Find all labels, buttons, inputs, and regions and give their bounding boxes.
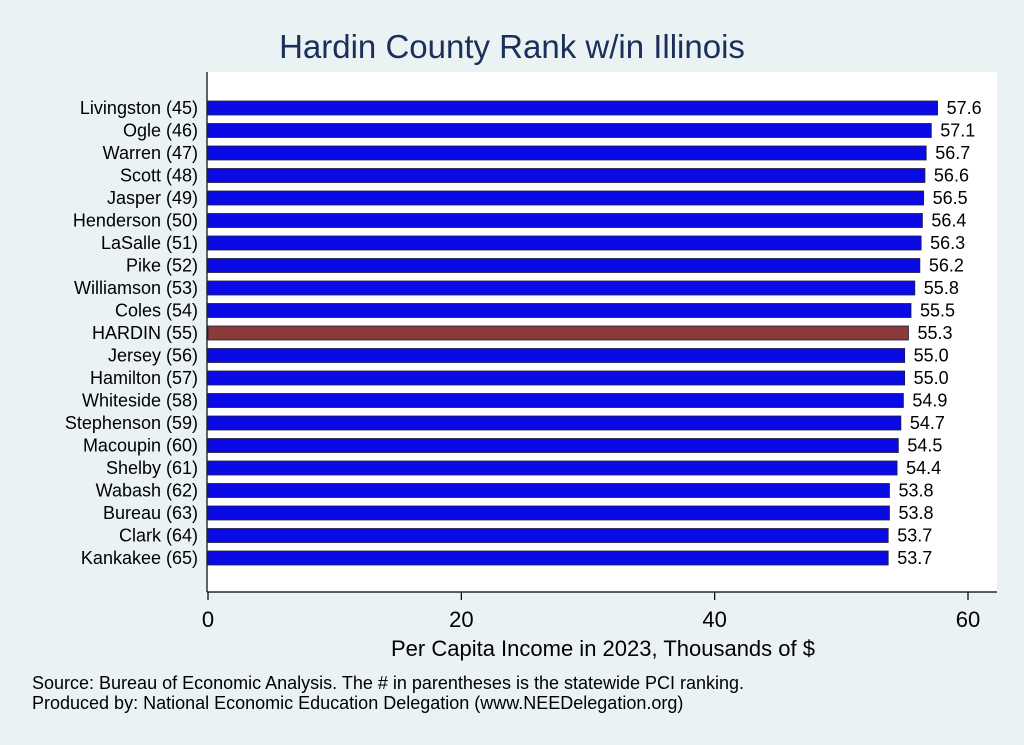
category-label: Scott (48) — [120, 166, 198, 186]
bar — [207, 528, 889, 543]
category-label: HARDIN (55) — [92, 323, 198, 343]
category-label: Jasper (49) — [107, 188, 198, 208]
bar — [207, 258, 921, 273]
bar — [207, 303, 912, 318]
category-label: Henderson (50) — [73, 211, 198, 231]
x-tick-label: 40 — [702, 607, 726, 632]
value-label: 57.6 — [947, 98, 982, 118]
category-label: Wabash (62) — [96, 481, 198, 501]
category-label: Ogle (46) — [123, 121, 198, 141]
bar — [207, 213, 923, 228]
bar — [207, 280, 916, 296]
produced-note: Produced by: National Economic Education… — [32, 693, 683, 713]
value-label: 56.2 — [929, 256, 964, 276]
value-label: 55.0 — [914, 368, 949, 388]
value-label: 57.1 — [940, 121, 975, 141]
chart-title: Hardin County Rank w/in Illinois — [279, 28, 745, 65]
category-label: Pike (52) — [126, 256, 198, 276]
x-tick-label: 0 — [202, 607, 214, 632]
value-label: 54.4 — [906, 458, 941, 478]
value-label: 53.7 — [897, 526, 932, 546]
category-label: Coles (54) — [115, 301, 198, 321]
x-tick-label: 60 — [956, 607, 980, 632]
x-axis-label: Per Capita Income in 2023, Thousands of … — [391, 636, 815, 661]
bar — [207, 348, 906, 363]
bar — [207, 100, 938, 116]
bar — [207, 438, 899, 453]
value-label: 53.7 — [897, 548, 932, 568]
category-label: Jersey (56) — [108, 346, 198, 366]
value-label: 54.5 — [907, 436, 942, 456]
value-label: 54.7 — [910, 413, 945, 433]
category-label: Whiteside (58) — [82, 391, 198, 411]
bar — [207, 505, 890, 521]
value-label: 53.8 — [898, 503, 933, 523]
bar — [207, 483, 890, 498]
category-label: Williamson (53) — [74, 278, 198, 298]
bar — [207, 393, 904, 408]
bar — [207, 123, 932, 138]
value-label: 53.8 — [898, 481, 933, 501]
category-label: Kankakee (65) — [81, 548, 198, 568]
value-label: 56.7 — [935, 143, 970, 163]
value-label: 56.5 — [933, 188, 968, 208]
category-label: Macoupin (60) — [83, 436, 198, 456]
category-label: Shelby (61) — [106, 458, 198, 478]
bar — [207, 168, 926, 183]
value-label: 56.4 — [931, 211, 966, 231]
category-label: Livingston (45) — [80, 98, 198, 118]
bar — [207, 145, 927, 161]
category-label: Stephenson (59) — [65, 413, 198, 433]
x-tick-label: 20 — [449, 607, 473, 632]
source-note: Source: Bureau of Economic Analysis. The… — [32, 673, 744, 693]
bar — [207, 550, 889, 566]
category-label: Warren (47) — [103, 143, 198, 163]
value-label: 55.5 — [920, 301, 955, 321]
category-label: LaSalle (51) — [101, 233, 198, 253]
category-label: Hamilton (57) — [90, 368, 198, 388]
bar — [207, 190, 925, 206]
bar — [207, 235, 922, 251]
bar — [207, 460, 898, 476]
value-label: 55.0 — [914, 346, 949, 366]
value-label: 56.6 — [934, 166, 969, 186]
bar — [207, 415, 902, 431]
value-label: 55.3 — [917, 323, 952, 343]
bar-highlight — [207, 325, 909, 341]
category-label: Bureau (63) — [103, 503, 198, 523]
value-label: 54.9 — [912, 391, 947, 411]
category-label: Clark (64) — [119, 526, 198, 546]
value-label: 56.3 — [930, 233, 965, 253]
bar — [207, 370, 906, 386]
value-label: 55.8 — [924, 278, 959, 298]
